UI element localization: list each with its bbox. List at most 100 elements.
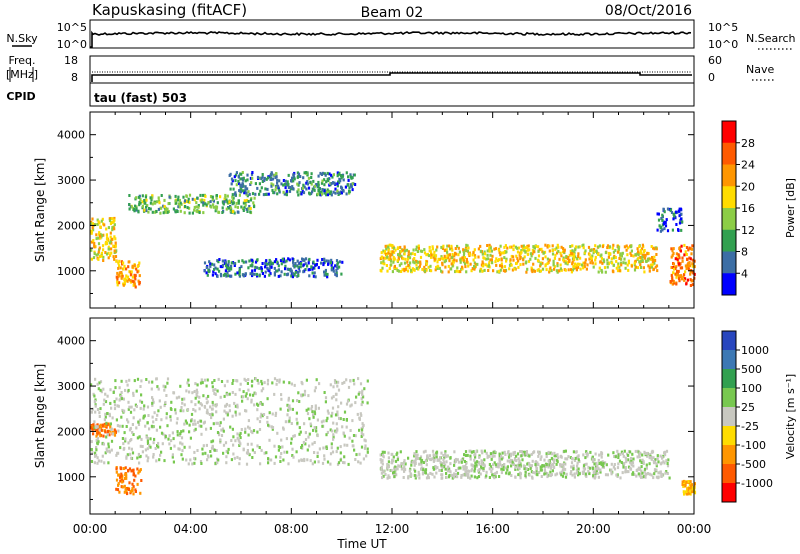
power-cell [199, 198, 202, 202]
power-cell [650, 265, 653, 269]
velocity-cell [445, 472, 448, 475]
power-cell [588, 253, 591, 257]
power-cell [330, 268, 333, 272]
velocity-cell [211, 439, 215, 443]
power-cell [323, 191, 326, 195]
power-cell [440, 269, 443, 273]
power-cell [207, 269, 210, 272]
velocity-cell [456, 475, 459, 479]
velocity-cell [295, 411, 298, 415]
power-cell [291, 271, 294, 275]
power-cell [118, 264, 121, 268]
velocity-cell [307, 435, 310, 439]
velocity-cell [517, 457, 520, 461]
velocity-cell [468, 449, 471, 453]
power-cell [654, 259, 657, 262]
power-cell [461, 267, 464, 271]
velocity-cell [354, 401, 357, 405]
velocity-cell [510, 452, 513, 456]
power-cell [326, 275, 329, 279]
power-cell [118, 273, 121, 277]
power-cell [341, 174, 344, 178]
power-cell [520, 249, 523, 253]
power-cell [103, 223, 106, 227]
velocity-cell [483, 463, 486, 467]
velocity-cell [105, 449, 109, 453]
velocity-cell [151, 396, 154, 400]
power-cell [612, 250, 615, 254]
velocity-cell [595, 461, 598, 465]
power-cell [230, 264, 233, 268]
velocity-cell [94, 398, 97, 402]
power-cell [440, 255, 443, 259]
power-cell [253, 205, 256, 209]
power-cell [612, 243, 615, 247]
power-cell [391, 244, 394, 248]
power-cell [616, 250, 620, 254]
power-cell [136, 265, 139, 268]
power-cell [247, 207, 250, 211]
velocity-cell [227, 447, 230, 451]
velocity-cell [242, 390, 245, 394]
velocity-cell [152, 441, 155, 445]
velocity-cell [151, 403, 154, 407]
power-cell [462, 258, 465, 262]
power-cell [559, 267, 562, 271]
power-cell [310, 172, 313, 176]
power-cell [515, 254, 518, 258]
velocity-cell [567, 455, 570, 459]
velocity-cell [166, 377, 170, 381]
power-cell [534, 245, 537, 248]
power-cell [591, 254, 594, 258]
velocity-cell [644, 475, 647, 479]
velocity-cell [366, 401, 369, 405]
power-cell [412, 248, 415, 252]
power-cell [211, 273, 214, 277]
power-cell [630, 264, 633, 268]
power-cell [617, 245, 620, 249]
power-cell [327, 189, 330, 193]
power-cell [447, 244, 450, 248]
power-cell [335, 274, 338, 278]
power-cell [592, 265, 595, 269]
velocity-cell [316, 434, 319, 438]
velocity-cell [492, 472, 495, 476]
power-cell [248, 259, 251, 263]
velocity-cell [687, 488, 690, 492]
velocity-cell [235, 379, 238, 383]
power-cell [233, 264, 236, 267]
power-cell [231, 261, 235, 264]
velocity-cell [575, 468, 578, 472]
velocity-cell [305, 408, 308, 412]
velocity-cell [136, 377, 140, 381]
power-cell [304, 171, 308, 174]
velocity-cell [222, 443, 226, 447]
velocity-cell [549, 464, 552, 467]
velocity-cell [166, 424, 169, 428]
power-cell [134, 277, 137, 281]
power-cell [208, 260, 211, 264]
velocity-cell [594, 465, 598, 469]
velocity-cell [631, 472, 635, 476]
velocity-cell [336, 384, 339, 388]
power-cell [664, 224, 668, 228]
power-cell [280, 182, 283, 186]
power-cell [642, 255, 645, 259]
power-cell [627, 259, 630, 263]
velocity-cell [500, 454, 503, 458]
power-cell [213, 267, 216, 271]
velocity-cell [345, 402, 349, 406]
power-cell [486, 249, 489, 253]
power-cell [277, 184, 280, 188]
power-cell [486, 244, 489, 247]
velocity-cell [472, 450, 475, 454]
velocity-cell [216, 421, 219, 425]
power-cell [269, 272, 272, 276]
velocity-cell [211, 381, 214, 385]
velocity-cell [485, 474, 488, 478]
velocity-cell [112, 391, 115, 394]
power-cell [294, 264, 297, 268]
power-cell [238, 270, 241, 274]
velocity-cell [287, 396, 290, 400]
noise-left-tick-top: 10^5 [57, 21, 87, 34]
